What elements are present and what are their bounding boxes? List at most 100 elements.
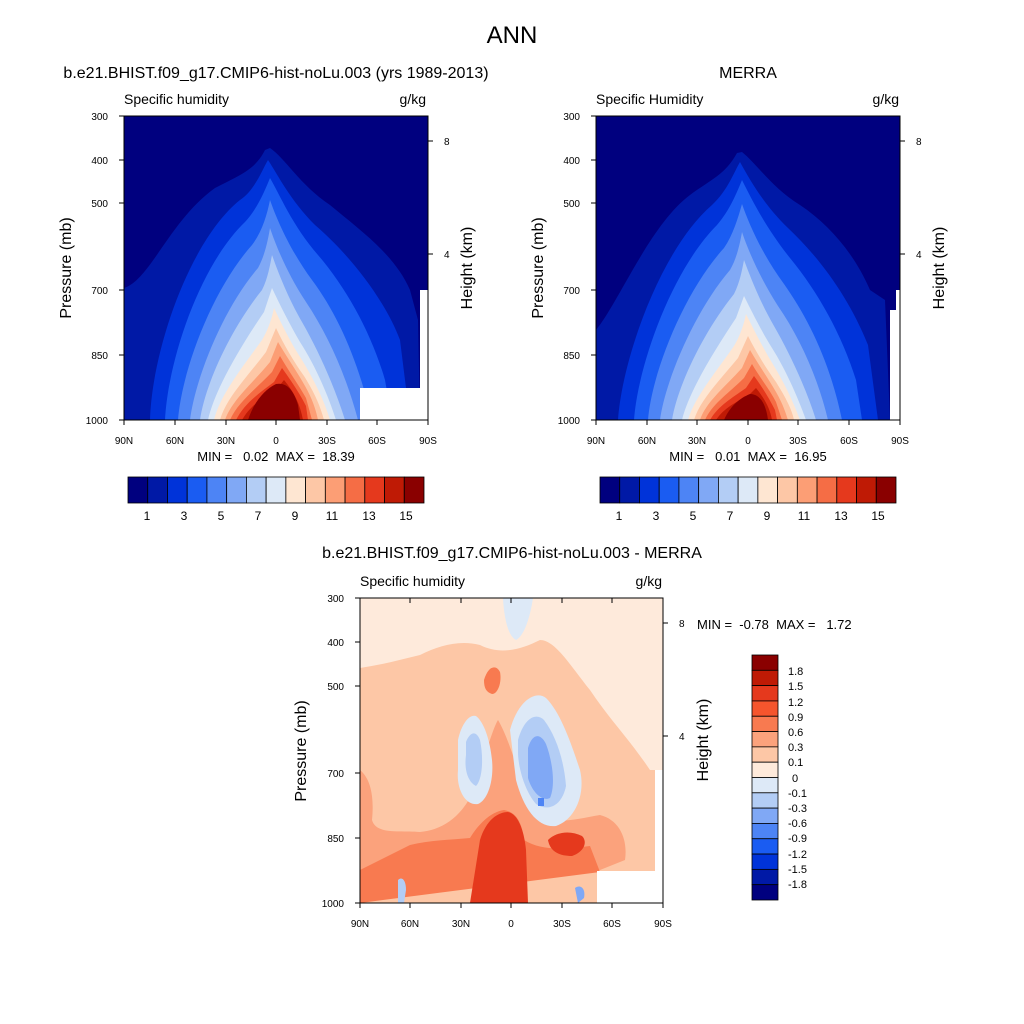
y-tick-label: 400: [563, 156, 580, 167]
colorbar-label: 9: [764, 509, 771, 523]
y-tick-label: 700: [327, 769, 344, 780]
colorbar-swatch: [875, 476, 897, 504]
x-tick-label: 60S: [603, 919, 621, 930]
panel-merra: MERRA Specific Humidity g/kg 300 400: [530, 65, 948, 523]
colorbar-swatch: [127, 476, 149, 504]
colorbar-swatch: [324, 476, 346, 504]
colorbar-label: 11: [798, 509, 811, 523]
height-tick-label: 4: [916, 250, 922, 261]
panel-diff-title: b.e21.BHIST.f09_g17.CMIP6-hist-noLu.003 …: [322, 545, 702, 562]
colorbar-swatch: [384, 476, 405, 504]
panel-merra-ylabel-right: Height (km): [931, 227, 948, 310]
panel-model-contour-field: [124, 116, 428, 420]
panel-model-units-label: g/kg: [400, 91, 426, 107]
colorbar-label: -1.2: [788, 849, 807, 861]
panel-model-ylabel-right: Height (km): [459, 227, 476, 310]
panel-diff-height-ticks: 8 4: [679, 619, 685, 743]
y-tick-label: 1000: [86, 416, 109, 427]
colorbar-label: 5: [690, 509, 697, 523]
colorbar-swatch: [639, 476, 660, 504]
y-tick-label: 500: [563, 199, 580, 210]
colorbar-swatch: [658, 476, 680, 504]
y-tick-label: 300: [327, 594, 344, 605]
panel-merra-contour-field: [596, 116, 900, 420]
x-tick-label: 60S: [368, 436, 386, 447]
x-tick-label: 0: [508, 919, 514, 930]
colorbar-label: 15: [399, 509, 413, 523]
panel-model-min-max: MIN = 0.02 MAX = 18.39: [197, 449, 355, 464]
colorbar-label: 0.1: [788, 757, 803, 769]
colorbar-swatch: [751, 761, 779, 778]
colorbar-swatch: [245, 476, 267, 504]
colorbar-swatch: [751, 853, 779, 870]
colorbar-swatch: [856, 476, 877, 504]
colorbar-swatch: [757, 476, 778, 504]
colorbar-swatch: [751, 654, 779, 671]
panel-merra-ylabel: Pressure (mb): [530, 217, 547, 318]
x-tick-label: 30N: [217, 436, 235, 447]
panel-diff-x-ticks: 90N 60N 30N 0 30S 60S 90S: [351, 919, 672, 930]
x-tick-label: 90S: [654, 919, 672, 930]
panel-diff: b.e21.BHIST.f09_g17.CMIP6-hist-noLu.003 …: [293, 545, 852, 930]
colorbar-label: 15: [871, 509, 885, 523]
colorbar-swatch: [751, 807, 779, 824]
colorbar-label: 1.8: [788, 666, 803, 678]
height-tick-label: 8: [916, 137, 922, 148]
y-tick-label: 400: [327, 638, 344, 649]
y-tick-label: 700: [91, 286, 108, 297]
panel-diff-colorbar: [751, 654, 779, 901]
colorbar-label: 9: [292, 509, 299, 523]
colorbar-swatch: [344, 476, 366, 504]
colorbar-label: 13: [362, 509, 376, 523]
colorbar-swatch: [751, 669, 779, 687]
colorbar-swatch: [796, 476, 818, 504]
panel-merra-units-label: g/kg: [873, 91, 899, 107]
colorbar-swatch: [678, 476, 700, 504]
colorbar-swatch: [737, 476, 759, 504]
panel-diff-ylabel-right: Height (km): [695, 699, 712, 782]
y-tick-label: 500: [327, 682, 344, 693]
panel-model-colorbar: [127, 476, 425, 504]
height-tick-label: 4: [444, 250, 450, 261]
x-tick-label: 60N: [638, 436, 656, 447]
colorbar-label: 13: [834, 509, 848, 523]
y-tick-label: 500: [91, 199, 108, 210]
panel-diff-colorbar-labels: 1.8 1.5 1.2 0.9 0.6 0.3 0.1 0 -0.1 -0.3 …: [788, 666, 807, 891]
colorbar-swatch: [836, 476, 857, 504]
height-tick-label: 8: [679, 619, 685, 630]
colorbar-swatch: [751, 777, 779, 794]
colorbar-swatch: [364, 476, 385, 504]
colorbar-swatch: [167, 476, 188, 504]
x-tick-label: 60N: [401, 919, 419, 930]
colorbar-swatch: [226, 476, 247, 504]
colorbar-swatch: [305, 476, 326, 504]
x-tick-label: 0: [273, 436, 279, 447]
colorbar-swatch: [751, 838, 779, 855]
panel-model-colorbar-labels: 1 3 5 7 9 11 13 15: [144, 509, 413, 523]
colorbar-label: 5: [218, 509, 225, 523]
panel-diff-y-ticks: 300 400 500 700 850 1000: [322, 594, 345, 910]
colorbar-label: 7: [727, 509, 734, 523]
colorbar-label: -0.1: [788, 788, 807, 800]
colorbar-label: 1: [144, 509, 151, 523]
colorbar-swatch: [698, 476, 719, 504]
colorbar-label: 1.5: [788, 681, 803, 693]
panel-merra-title: MERRA: [719, 65, 777, 82]
y-tick-label: 850: [327, 834, 344, 845]
colorbar-swatch: [751, 715, 779, 732]
x-tick-label: 60N: [166, 436, 184, 447]
panel-merra-x-ticks: 90N 60N 30N 0 30S 60S 90S: [587, 436, 909, 447]
panel-merra-colorbar: [599, 476, 897, 504]
panel-diff-variable-label: Specific humidity: [360, 573, 465, 589]
panel-diff-min-max: MIN = -0.78 MAX = 1.72: [697, 617, 852, 632]
colorbar-label: 1: [616, 509, 623, 523]
y-tick-label: 1000: [322, 899, 345, 910]
panel-diff-contour-field: [360, 598, 663, 903]
panel-model: b.e21.BHIST.f09_g17.CMIP6-hist-noLu.003 …: [58, 65, 489, 523]
x-tick-label: 30S: [789, 436, 807, 447]
colorbar-swatch: [751, 868, 779, 886]
colorbar-label: 0.3: [788, 742, 803, 754]
colorbar-label: -1.8: [788, 879, 807, 891]
colorbar-label: 0.9: [788, 712, 803, 724]
x-tick-label: 30N: [688, 436, 706, 447]
